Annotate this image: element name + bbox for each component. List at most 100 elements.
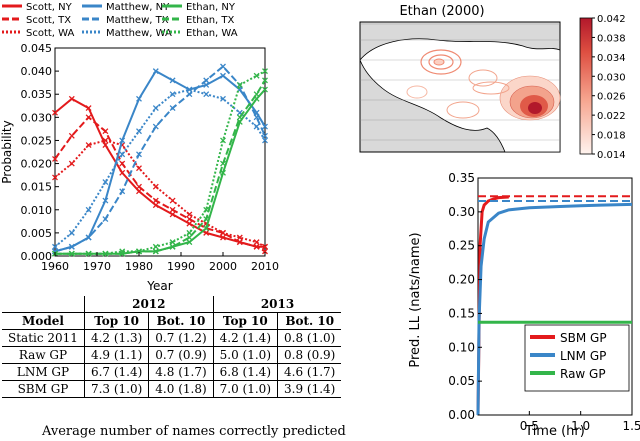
chart3-legend-label: SBM GP — [560, 331, 607, 345]
chart1-data-point — [119, 169, 126, 176]
chart3-y-tick-label: 0.35 — [448, 171, 475, 185]
chart1-data-point — [169, 91, 176, 98]
chart1-series-line — [55, 88, 266, 255]
chart1-data-point — [68, 243, 75, 250]
chart1-y-axis-label: Probability — [0, 120, 14, 183]
chart1-x-tick-label: 2000 — [209, 260, 237, 273]
chart1-y-tick-label: 0.030 — [21, 111, 53, 124]
chart3-y-tick-label: 0.10 — [448, 340, 475, 354]
chart1-data-point — [152, 105, 159, 112]
chart1-data-point — [136, 165, 142, 172]
colorbar-tick-label: 0.022 — [597, 111, 626, 122]
chart3-y-axis-label: Pred. LL (nats/name) — [408, 232, 423, 367]
chart1-data-point — [169, 77, 176, 84]
chart1-plot-area — [54, 47, 266, 257]
chart1-data-point — [152, 68, 159, 75]
chart1-data-point — [186, 234, 193, 241]
table-row: Static 2011 4.2 (1.3) 0.7 (1.2) 4.2 (1.4… — [2, 329, 342, 347]
colorbar-tick-label: 0.038 — [597, 33, 626, 44]
chart1-data-point — [220, 63, 226, 70]
table-col-bot10-2013: Bot. 10 — [277, 312, 342, 330]
chart3-series-line — [476, 202, 633, 416]
chart1-data-point — [262, 132, 268, 139]
chart1-data-point — [102, 179, 109, 186]
chart1-legend-label: Ethan, TX — [186, 15, 235, 26]
chart1-data-point — [68, 250, 75, 257]
chart1-data-point — [169, 239, 176, 246]
chart1-data-point — [119, 137, 126, 144]
chart1-data-point — [186, 239, 193, 246]
chart1-data-point — [52, 155, 58, 162]
table-cell: SBM GP — [2, 380, 85, 398]
colorbar — [579, 17, 593, 155]
ethan-map-chart: Ethan (2000) 0.0140.0180.0220.0260.0300.… — [359, 4, 626, 161]
chart1-data-point — [220, 95, 226, 102]
chart1-series-group — [52, 63, 268, 257]
table-cell: 6.7 (1.4) — [84, 363, 150, 381]
chart1-data-point — [203, 206, 210, 213]
table-cell: 0.8 (1.0) — [277, 329, 342, 347]
chart1-data-point — [152, 202, 159, 209]
name-probability-chart: Scott, NY Scott, TX Scott, WA Matthew, NY Ma… — [0, 2, 279, 290]
table-col-top10-2013: Top 10 — [213, 312, 279, 330]
map-panel — [359, 21, 561, 153]
chart1-data-point — [203, 225, 210, 232]
chart1-data-point — [152, 183, 159, 190]
colorbar-tick-label: 0.030 — [597, 72, 626, 83]
table-cell: 3.9 (1.4) — [277, 380, 342, 398]
table-cell: 7.0 (1.0) — [213, 380, 279, 398]
chart1-data-point — [85, 105, 92, 112]
chart1-data-point — [220, 137, 226, 144]
results-table: 2012 2013 Model Top 10 Bot. 10 Top 10 Bo… — [2, 296, 342, 398]
chart1-y-tick-label: 0.000 — [21, 250, 53, 263]
chart1-y-tick-label: 0.040 — [21, 65, 53, 78]
chart1-series-line — [55, 70, 266, 255]
chart1-data-point — [169, 211, 176, 218]
table-col-top10-2012: Top 10 — [84, 312, 150, 330]
table-cell: 0.8 (0.9) — [277, 346, 342, 364]
chart1-data-point — [220, 160, 226, 167]
chart1-x-tick-label: 2010 — [251, 260, 279, 273]
chart1-legend-label: Matthew, WA — [106, 28, 172, 39]
chart1-data-point — [85, 234, 92, 241]
table-cell: Raw GP — [2, 346, 85, 364]
chart1-data-point — [102, 128, 109, 135]
heat-contours — [406, 49, 561, 121]
chart1-data-point — [186, 220, 193, 227]
chart1-data-point — [236, 239, 243, 246]
chart1-data-point — [186, 86, 193, 93]
chart1-data-point — [236, 234, 243, 241]
table-cell: 4.2 (1.3) — [84, 329, 150, 347]
chart1-legend-label: Scott, TX — [26, 15, 71, 26]
chart1-data-point — [186, 211, 193, 218]
chart1-data-point — [169, 243, 176, 250]
map-title: Ethan (2000) — [399, 4, 484, 19]
map-graticule — [360, 23, 560, 141]
chart1-data-point — [253, 243, 260, 250]
chart1-x-axis-label: Year — [146, 279, 172, 290]
chart1-x-tick-label: 1980 — [125, 260, 153, 273]
colorbar-tick-label: 0.034 — [597, 53, 626, 64]
chart1-legend-label: Matthew, TX — [106, 15, 169, 26]
chart3-y-tick-label: 0.00 — [448, 408, 475, 422]
chart1-data-point — [52, 174, 58, 181]
chart1-y-tick-label: 0.005 — [21, 227, 53, 240]
chart1-legend-label: Scott, WA — [26, 28, 75, 39]
chart1-data-point — [68, 95, 75, 102]
chart1-data-point — [85, 114, 92, 121]
chart1-data-point — [102, 250, 109, 257]
chart1-data-point — [253, 91, 260, 98]
table-cell: 4.6 (1.7) — [277, 363, 342, 381]
chart1-data-point — [152, 197, 159, 204]
chart1-data-point — [236, 82, 243, 88]
chart3-x-tick-label: 1.5 — [622, 419, 640, 433]
chart1-x-tick-label: 1960 — [41, 260, 69, 273]
chart1-data-point — [186, 216, 193, 222]
chart1-data-point — [136, 248, 142, 255]
chart1-y-tick-label: 0.020 — [21, 158, 53, 171]
chart1-data-point — [68, 160, 75, 167]
table-col-bot10-2012: Bot. 10 — [148, 312, 214, 330]
table-row: SBM GP 7.3 (1.0) 4.0 (1.8) 7.0 (1.0) 3.9… — [2, 380, 342, 398]
chart3-legend: SBM GP LNM GP Raw GP — [524, 324, 630, 392]
table-cell: LNM GP — [2, 363, 85, 381]
